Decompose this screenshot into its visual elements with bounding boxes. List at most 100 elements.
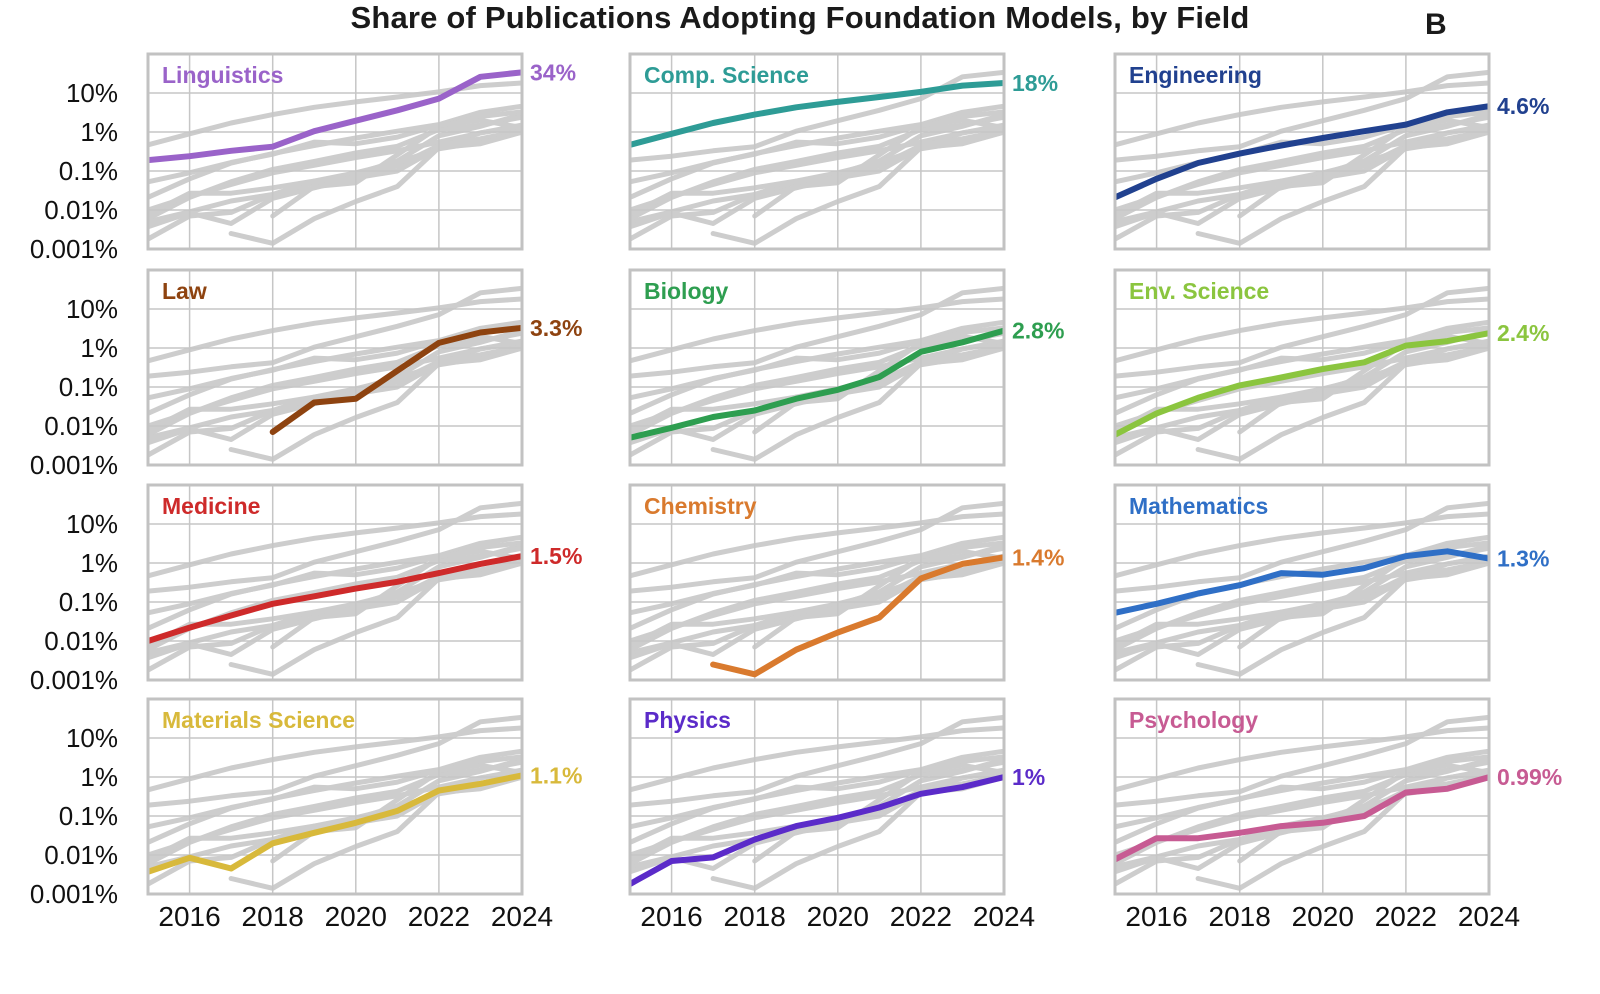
x-axis-tick-label: 2022 bbox=[889, 901, 953, 932]
background-series-line-mathematics bbox=[630, 548, 1004, 616]
end-value-label-biology: 2.8% bbox=[1012, 318, 1064, 344]
background-series-line-medicine bbox=[148, 338, 522, 429]
end-value-label-chemistry: 1.4% bbox=[1012, 544, 1064, 570]
background-series-line-chemistry bbox=[1195, 768, 1489, 891]
panel-title-law: Law bbox=[162, 278, 207, 304]
panel-border bbox=[628, 52, 1006, 251]
panel-border bbox=[628, 268, 1006, 467]
panel-title-mathematics: Mathematics bbox=[1129, 493, 1268, 519]
y-axis-tick-label: 0.1% bbox=[58, 801, 118, 831]
panel-chart-biology: Biology 2.8% bbox=[628, 268, 1064, 467]
x-axis-tick-label: 2016 bbox=[158, 901, 221, 932]
y-axis-tick-label: 1% bbox=[80, 333, 118, 363]
chart-title: Share of Publications Adopting Foundatio… bbox=[350, 0, 1250, 35]
y-axis-tick-label: 0.001% bbox=[29, 665, 118, 695]
background-series-line-comp-science bbox=[1115, 296, 1489, 364]
x-axis-tick-label: 2020 bbox=[324, 901, 387, 932]
background-series-line-mathematics bbox=[630, 762, 1004, 830]
series-line-mathematics bbox=[1115, 548, 1489, 616]
series-line-physics bbox=[630, 774, 1004, 887]
background-series-line-materials-science bbox=[1115, 772, 1489, 875]
y-axis-tick-label: 10% bbox=[65, 509, 118, 539]
y-axis-tick-label: 0.1% bbox=[58, 156, 118, 186]
series-line-comp-science bbox=[630, 80, 1004, 148]
background-series-line-mathematics bbox=[148, 117, 522, 185]
panel-linguistics: Linguistics 34% bbox=[146, 52, 576, 251]
background-series-line-psychology bbox=[148, 129, 522, 217]
background-series-line-mathematics bbox=[148, 762, 522, 830]
series-line-linguistics bbox=[148, 69, 522, 164]
x-axis-tick-label: 2016 bbox=[640, 901, 703, 932]
series-line-engineering bbox=[1115, 103, 1489, 201]
panel-comp-science: Comp. Science 18% bbox=[628, 52, 1058, 251]
background-series-line-chemistry bbox=[710, 768, 1004, 891]
y-axis-tick-label: 0.01% bbox=[44, 195, 118, 225]
background-series-line-mathematics bbox=[630, 333, 1004, 401]
y-axis-tick-label: 0.001% bbox=[29, 234, 118, 264]
background-series-line-chemistry bbox=[710, 339, 1004, 462]
panel-border bbox=[628, 483, 1006, 682]
y-axis-tick-label: 10% bbox=[65, 294, 118, 324]
background-series-line-medicine bbox=[148, 122, 522, 213]
panel-mathematics: Mathematics 1.3% bbox=[1113, 483, 1549, 682]
y-axis-tick-label: 0.01% bbox=[44, 626, 118, 656]
y-axis-tick-label: 1% bbox=[80, 762, 118, 792]
x-axis-tick-label: 2022 bbox=[1374, 901, 1438, 932]
panel-title-chemistry: Chemistry bbox=[644, 493, 757, 519]
background-series-line-medicine bbox=[630, 122, 1004, 213]
background-series-line-mathematics bbox=[1115, 762, 1489, 830]
background-series-line-medicine bbox=[148, 767, 522, 858]
background-series-line-mathematics bbox=[1115, 333, 1489, 401]
panel-border bbox=[146, 483, 524, 682]
background-series-line-materials-science bbox=[630, 127, 1004, 230]
panel-chart-env-science: Env. Science 2.4% bbox=[1113, 268, 1549, 467]
background-series-line-comp-science bbox=[148, 725, 522, 793]
panel-chart-materials-science: Materials Science 1.1% bbox=[146, 697, 582, 896]
background-series-line-comp-science bbox=[1115, 80, 1489, 148]
background-series-line-medicine bbox=[1115, 553, 1489, 644]
background-series-line-comp-science bbox=[630, 725, 1004, 793]
end-value-label-engineering: 4.6% bbox=[1497, 93, 1549, 119]
background-series-line-chemistry bbox=[1195, 339, 1489, 462]
background-series-line-materials-science bbox=[148, 127, 522, 230]
background-series-line-psychology bbox=[1115, 129, 1489, 217]
background-series-line-comp-science bbox=[1115, 725, 1489, 793]
end-value-label-medicine: 1.5% bbox=[530, 543, 582, 569]
background-series-line-mathematics bbox=[630, 117, 1004, 185]
background-series-line-comp-science bbox=[1115, 511, 1489, 579]
background-series-line-psychology bbox=[148, 774, 522, 862]
background-series-line-psychology bbox=[148, 345, 522, 433]
panel-biology: Biology 2.8% bbox=[628, 268, 1064, 467]
panel-chart-chemistry: Chemistry 1.4% bbox=[628, 483, 1064, 682]
panel-title-comp-science: Comp. Science bbox=[644, 62, 809, 88]
panel-border bbox=[628, 697, 1006, 896]
y-axis-tick-label: 10% bbox=[65, 723, 118, 753]
background-series-line-chemistry bbox=[228, 123, 522, 246]
y-axis-tick-label: 1% bbox=[80, 548, 118, 578]
end-value-label-comp-science: 18% bbox=[1012, 70, 1058, 96]
background-series-line-materials-science bbox=[148, 558, 522, 661]
x-axis-tick-label: 2018 bbox=[1208, 901, 1271, 932]
gridlines bbox=[1115, 270, 1490, 466]
panel-materials-science: Materials Science 1.1% bbox=[146, 697, 582, 896]
panel-title-biology: Biology bbox=[644, 278, 729, 304]
panel-chart-law: Law 3.3% bbox=[146, 268, 582, 467]
panel-border bbox=[146, 52, 524, 251]
background-series-line-psychology bbox=[630, 129, 1004, 217]
background-series-line-chemistry bbox=[228, 768, 522, 891]
y-axis-tick-label: 0.01% bbox=[44, 840, 118, 870]
series-line-materials-science bbox=[148, 772, 522, 875]
panel-engineering: Engineering 4.6% bbox=[1113, 52, 1549, 251]
background-series-line-chemistry bbox=[228, 339, 522, 462]
background-series-line-comp-science bbox=[630, 511, 1004, 579]
y-axis-tick-label: 0.1% bbox=[58, 372, 118, 402]
panel-border bbox=[1113, 52, 1491, 251]
y-axis-tick-label: 1% bbox=[80, 117, 118, 147]
series-line-law bbox=[269, 324, 522, 435]
panel-title-engineering: Engineering bbox=[1129, 62, 1262, 88]
background-series-line-psychology bbox=[1115, 560, 1489, 648]
background-series-line-comp-science bbox=[630, 296, 1004, 364]
background-series-line-comp-science bbox=[148, 296, 522, 364]
x-axis-tick-label: 2024 bbox=[1457, 901, 1521, 932]
